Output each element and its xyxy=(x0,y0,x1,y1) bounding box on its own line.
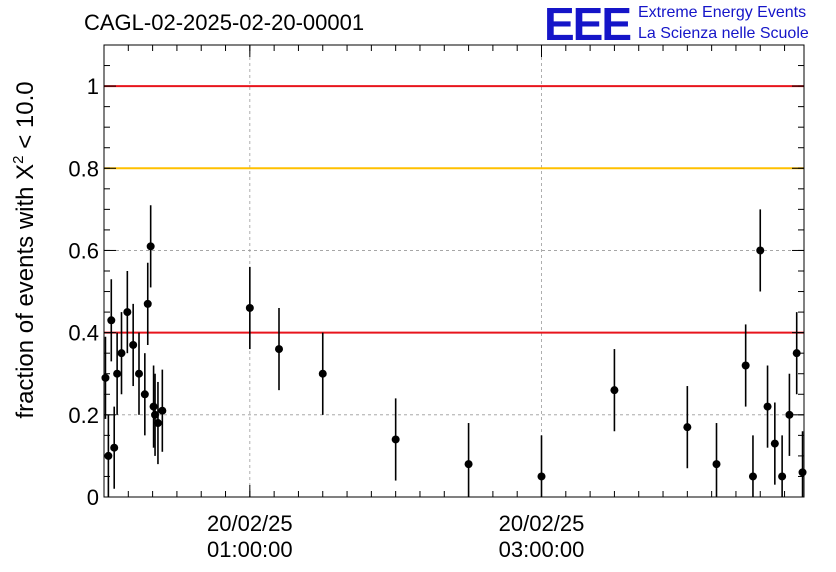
data-point-19 xyxy=(391,435,400,444)
y-tick-label-4: 0.8 xyxy=(68,156,99,181)
data-point-24 xyxy=(712,460,721,469)
eee-logo-line2: La Scienza nelle Scuole xyxy=(638,25,809,42)
data-point-7 xyxy=(129,340,138,349)
data-point-22 xyxy=(610,386,619,395)
x-tick-label-date-0: 20/02/25 xyxy=(207,511,293,536)
data-point-9 xyxy=(140,390,149,399)
data-points xyxy=(101,205,807,497)
eee-logo: EEE xyxy=(544,2,632,46)
data-point-15 xyxy=(158,406,167,415)
reference-lines xyxy=(104,85,804,334)
data-point-18 xyxy=(318,369,327,378)
axis-ticks: 00.20.40.60.8120/02/2501:00:0020/02/2503… xyxy=(68,44,804,562)
grid-layer xyxy=(104,45,804,497)
run-title: CAGL-02-2025-02-20-00001 xyxy=(84,10,365,35)
data-point-10 xyxy=(143,299,152,308)
data-point-32 xyxy=(792,349,801,358)
data-point-5 xyxy=(117,349,126,358)
data-point-28 xyxy=(763,402,772,411)
data-point-8 xyxy=(135,369,143,378)
data-point-26 xyxy=(748,472,757,481)
x-tick-label-time-0: 01:00:00 xyxy=(207,537,293,562)
data-point-23 xyxy=(683,423,692,432)
data-point-16 xyxy=(245,303,254,312)
data-point-4 xyxy=(113,369,122,378)
y-tick-label-0: 0 xyxy=(87,485,99,510)
data-point-25 xyxy=(741,361,750,370)
data-point-12 xyxy=(149,402,158,411)
data-point-31 xyxy=(785,410,794,419)
data-point-27 xyxy=(756,246,765,255)
plot-frame xyxy=(103,44,805,498)
y-tick-label-5: 1 xyxy=(87,74,99,99)
data-point-2 xyxy=(107,316,116,325)
data-point-17 xyxy=(275,345,283,354)
y-tick-label-2: 0.4 xyxy=(68,321,99,346)
data-point-14 xyxy=(153,419,162,428)
data-point-21 xyxy=(537,472,546,481)
data-point-33 xyxy=(798,468,807,477)
x-tick-label-date-1: 20/02/25 xyxy=(499,511,585,536)
data-point-3 xyxy=(110,443,119,452)
data-point-13 xyxy=(151,410,160,419)
data-point-30 xyxy=(778,472,787,481)
data-point-20 xyxy=(464,460,473,469)
data-point-29 xyxy=(770,439,779,448)
data-point-11 xyxy=(146,242,155,251)
eee-logo-letters: EEE xyxy=(544,2,630,46)
y-axis-title: fraction of events with X2 < 10.0 xyxy=(10,81,39,418)
eee-logo-text: Extreme Energy Events La Scienza nelle S… xyxy=(638,2,809,44)
y-tick-label-3: 0.6 xyxy=(68,238,99,263)
data-point-6 xyxy=(123,308,132,317)
y-tick-label-1: 0.2 xyxy=(68,403,99,428)
x-tick-label-time-1: 03:00:00 xyxy=(499,537,585,562)
eee-logo-line1: Extreme Energy Events xyxy=(638,4,807,21)
data-point-0 xyxy=(101,373,110,382)
